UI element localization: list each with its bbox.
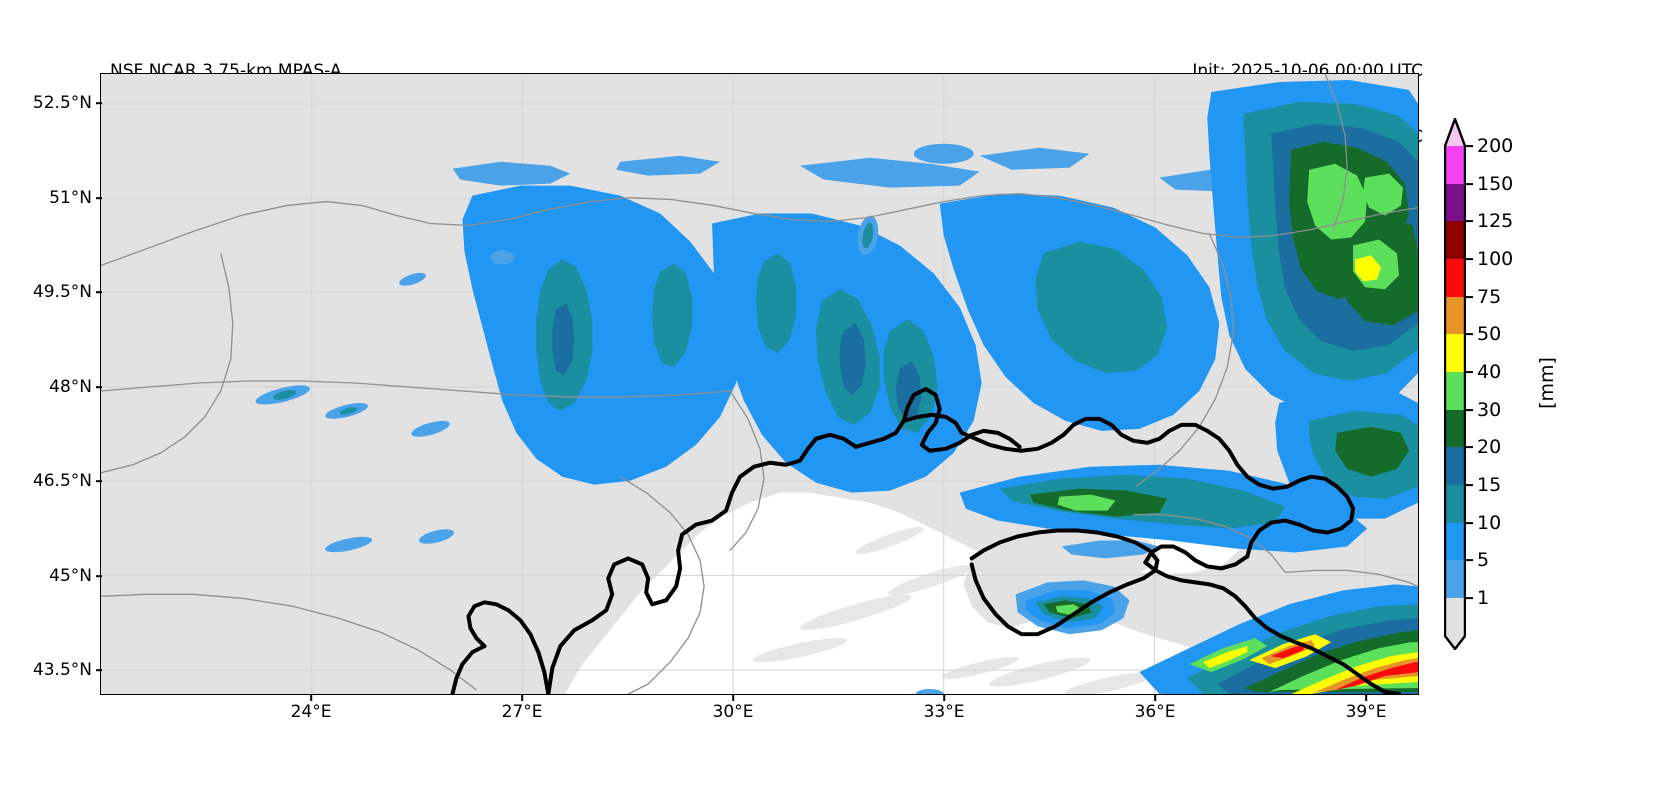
ytick-mark-4 xyxy=(96,480,102,482)
colorbar-band-125-150 xyxy=(1444,184,1466,221)
ytick-label-0: 52.5°N xyxy=(32,93,92,113)
colorbar-label-150: 150 xyxy=(1477,173,1514,195)
ytick-label-3: 48°N xyxy=(49,377,92,397)
colorbar-tick-30 xyxy=(1466,409,1473,411)
ytick-label-6: 43.5°N xyxy=(32,660,92,680)
precip-scattered-cells-teal xyxy=(273,222,874,415)
colorbar-tick-75 xyxy=(1466,296,1473,298)
ytick-mark-5 xyxy=(96,575,102,577)
colorbar-tick-200 xyxy=(1466,145,1473,147)
colorbar-under-arrow xyxy=(1444,636,1466,650)
colorbar-tick-15 xyxy=(1466,484,1473,486)
colorbar-over-arrow xyxy=(1444,118,1466,146)
colorbar-band-150-200 xyxy=(1444,146,1466,184)
sea-haze-patches xyxy=(753,526,1155,694)
ytick-mark-1 xyxy=(96,197,102,199)
colorbar-tick-150 xyxy=(1466,183,1473,185)
ytick-mark-6 xyxy=(96,669,102,671)
colorbar-tick-5 xyxy=(1466,559,1473,561)
colorbar-label-30: 30 xyxy=(1477,399,1502,421)
colorbar-tick-50 xyxy=(1466,333,1473,335)
precip-ne-cluster xyxy=(1207,79,1418,519)
ytick-mark-3 xyxy=(96,386,102,388)
colorbar-label-50: 50 xyxy=(1477,323,1502,345)
xtick-mark-3 xyxy=(943,695,945,701)
colorbar-label-20: 20 xyxy=(1477,436,1502,458)
colorbar-tick-40 xyxy=(1466,371,1473,373)
map-plot-area xyxy=(100,73,1419,695)
colorbar-band-5-10 xyxy=(1444,523,1466,560)
colorbar-label-100: 100 xyxy=(1477,248,1514,270)
colorbar-label-40: 40 xyxy=(1477,361,1502,383)
colorbar-bands xyxy=(1444,146,1466,636)
black-sea-water xyxy=(570,512,1024,694)
precip-scattered-cells xyxy=(255,143,974,694)
ytick-label-5: 45°N xyxy=(49,566,92,586)
xtick-mark-1 xyxy=(521,695,523,701)
colorbar-label-75: 75 xyxy=(1477,286,1502,308)
colorbar-label-1: 1 xyxy=(1477,587,1490,609)
colorbar-band-10-15 xyxy=(1444,485,1466,523)
precipitation-map-canvas xyxy=(101,74,1418,694)
xtick-label-0: 24°E xyxy=(290,702,332,722)
ytick-mark-2 xyxy=(96,291,102,293)
country-borders xyxy=(101,74,1418,694)
colorbar-tick-125 xyxy=(1466,220,1473,222)
xtick-label-4: 36°E xyxy=(1134,702,1176,722)
xtick-label-3: 33°E xyxy=(923,702,965,722)
colorbar-tick-10 xyxy=(1466,522,1473,524)
colorbar-band-20-30 xyxy=(1444,410,1466,447)
colorbar-band-75-100 xyxy=(1444,259,1466,297)
colorbar-label-125: 125 xyxy=(1477,210,1514,232)
colorbar-band-30-40 xyxy=(1444,372,1466,410)
colorbar-band-15-20 xyxy=(1444,447,1466,485)
colorbar-label-10: 10 xyxy=(1477,512,1502,534)
xtick-label-1: 27°E xyxy=(501,702,543,722)
xtick-mark-4 xyxy=(1154,695,1156,701)
colorbar: 200 150 125 100 75 50 40 30 20 15 10 5 1… xyxy=(1444,118,1644,650)
precip-nw-band xyxy=(452,147,1250,493)
colorbar-tick-100 xyxy=(1466,258,1473,260)
colorbar-band-below-1 xyxy=(1444,598,1466,636)
colorbar-band-40-50 xyxy=(1444,334,1466,372)
xtick-label-5: 39°E xyxy=(1345,702,1387,722)
xtick-mark-0 xyxy=(310,695,312,701)
ytick-label-2: 49.5°N xyxy=(32,282,92,302)
colorbar-unit-label: [mm] xyxy=(1536,357,1558,409)
coastlines xyxy=(450,386,1402,694)
colorbar-band-50-75 xyxy=(1444,297,1466,334)
colorbar-tick-20 xyxy=(1466,446,1473,448)
xtick-mark-2 xyxy=(732,695,734,701)
xtick-mark-5 xyxy=(1365,695,1367,701)
colorbar-label-15: 15 xyxy=(1477,474,1502,496)
colorbar-band-1-5 xyxy=(1444,560,1466,598)
xtick-label-2: 30°E xyxy=(712,702,754,722)
colorbar-label-5: 5 xyxy=(1477,549,1490,571)
ytick-mark-0 xyxy=(96,102,102,104)
ytick-label-4: 46.5°N xyxy=(32,471,92,491)
colorbar-band-100-125 xyxy=(1444,221,1466,259)
colorbar-label-200: 200 xyxy=(1477,135,1514,157)
colorbar-tick-1 xyxy=(1466,597,1473,599)
ytick-label-1: 51°N xyxy=(49,188,92,208)
